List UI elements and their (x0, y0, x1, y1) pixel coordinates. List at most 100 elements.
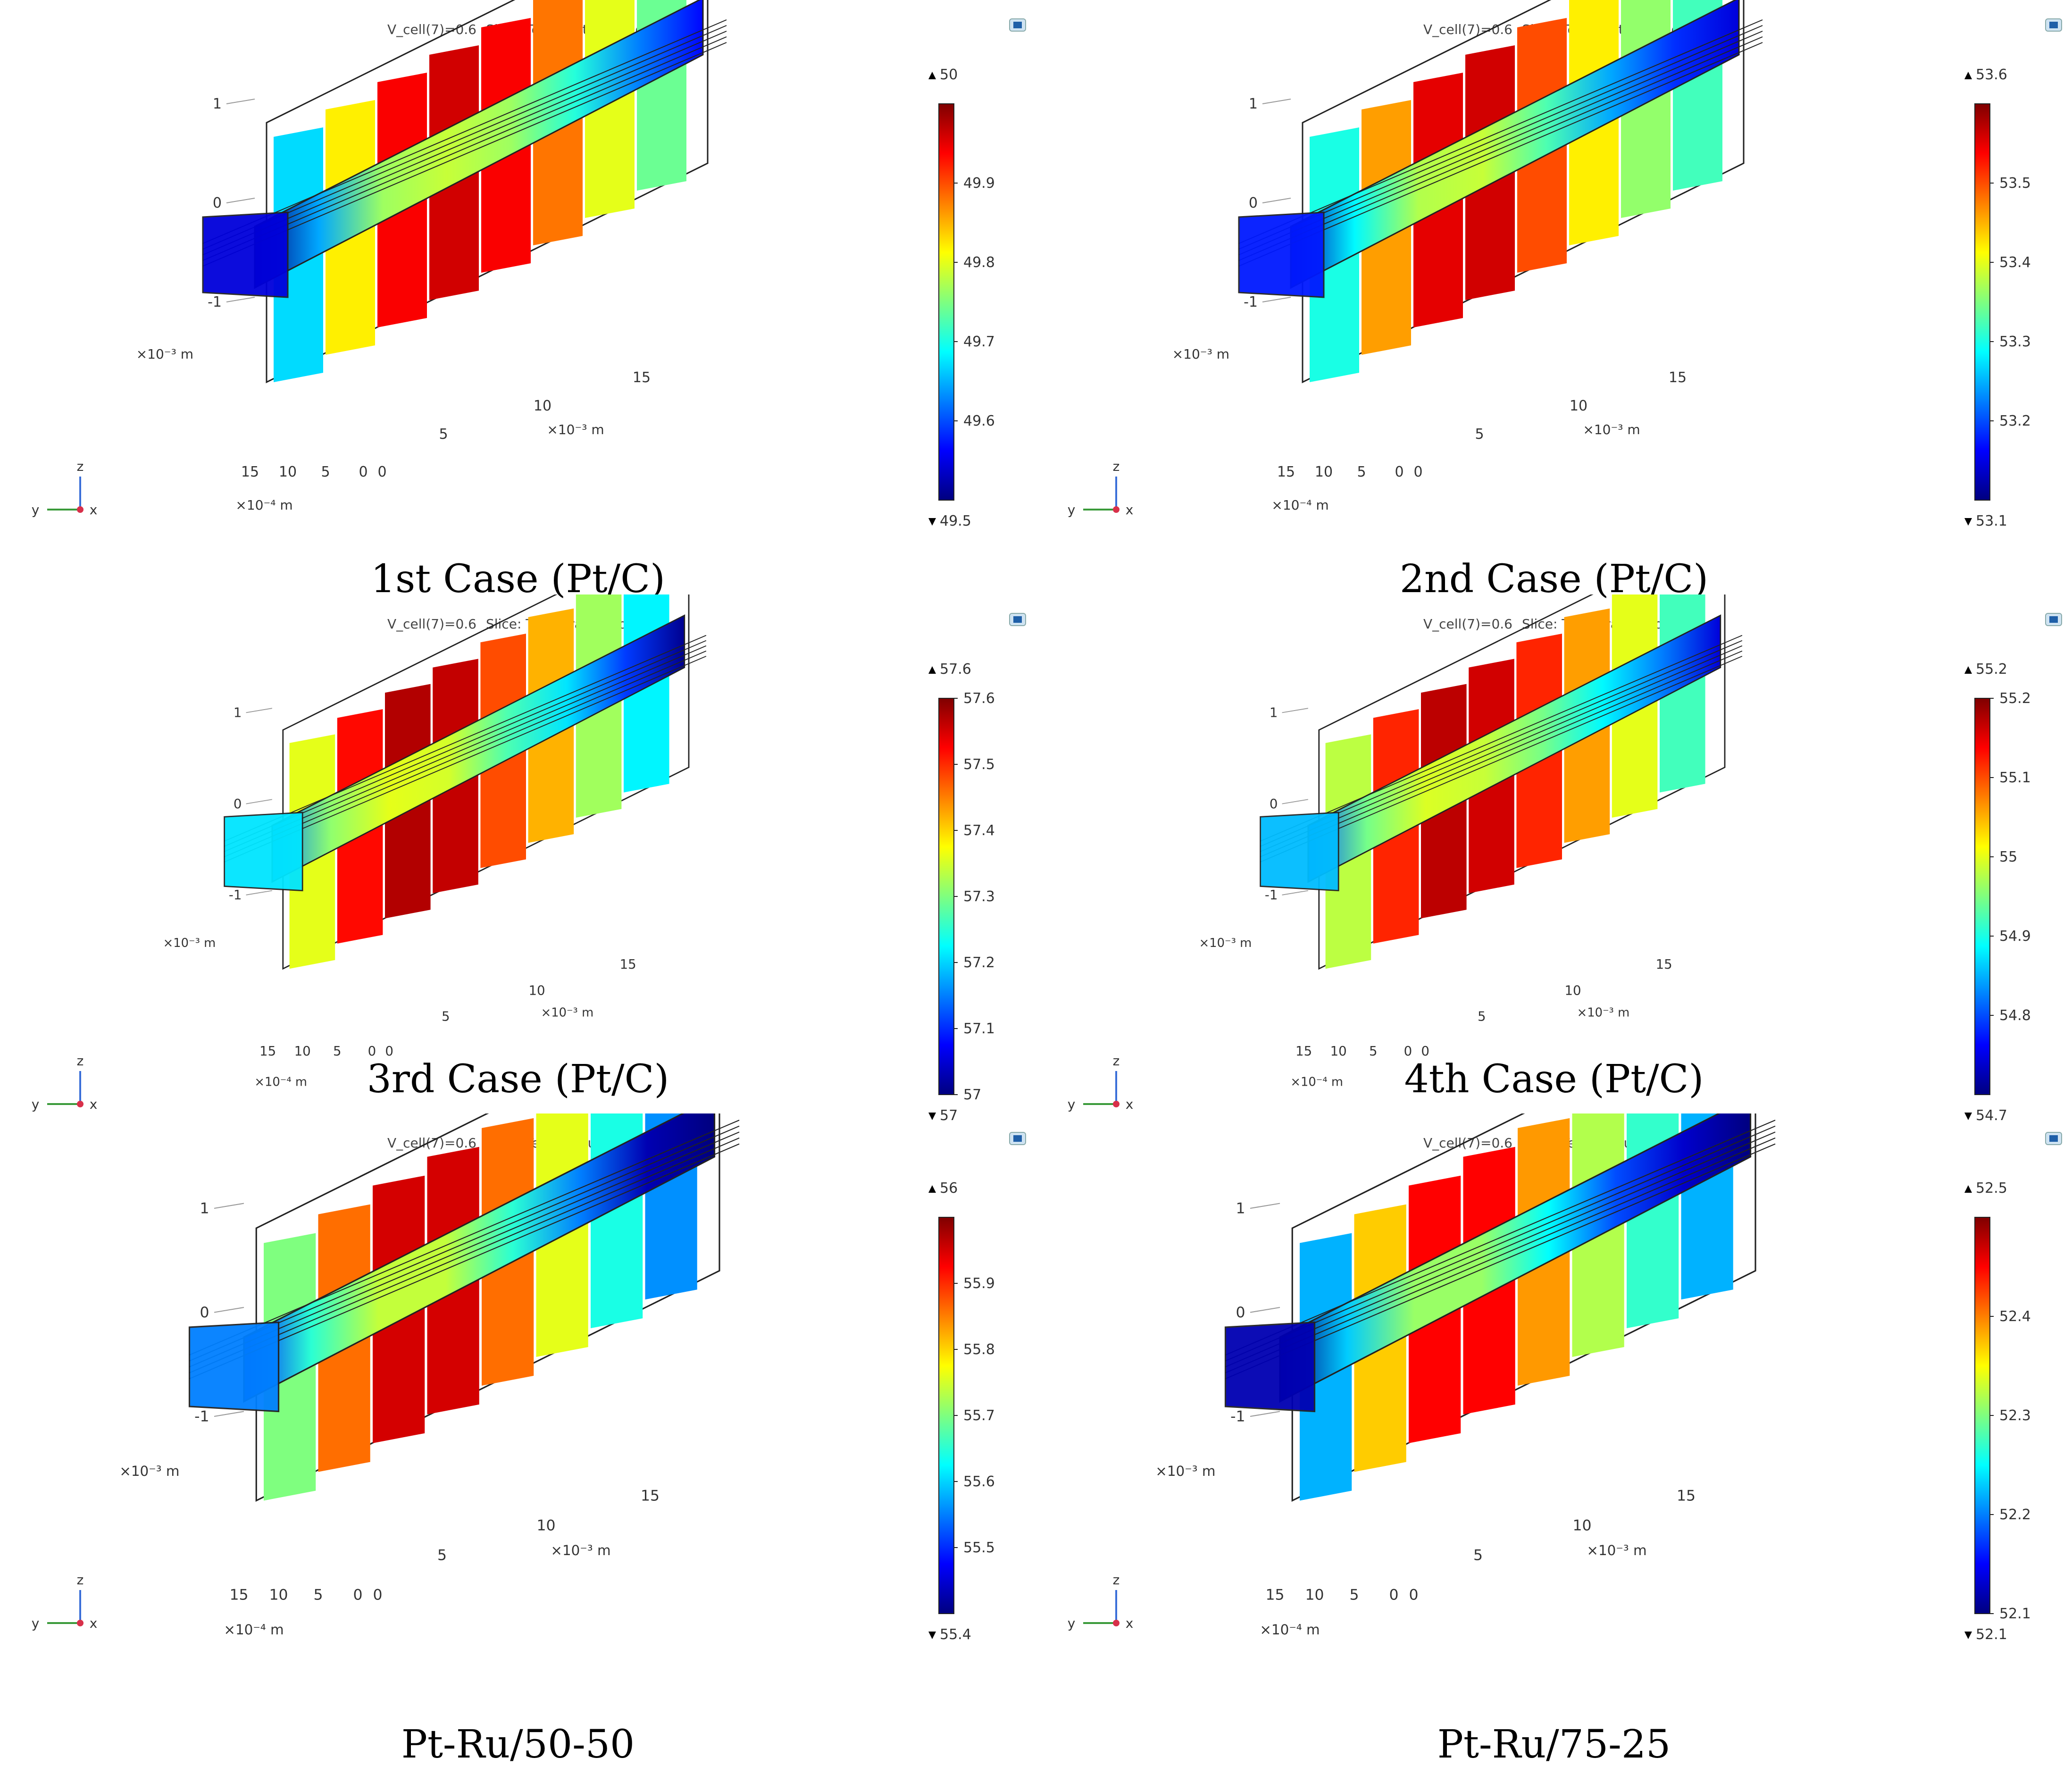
y-axis-label: ×10⁻⁴ m (1260, 1622, 1320, 1638)
z-tick-label: 1 (200, 1200, 209, 1217)
triad-y-label: y (32, 502, 40, 518)
max-arrow-icon (1964, 666, 1972, 674)
colorbar-tick-label: 49.6 (963, 413, 995, 429)
window-icon[interactable] (2045, 1132, 2062, 1145)
z-tick-label: -1 (1244, 294, 1258, 310)
colorbar-tick-label: 55.1 (1999, 770, 2031, 786)
y-tick-label: 0 (359, 464, 368, 480)
plot-title-value: V_cell(7)=0.6 (1423, 22, 1512, 37)
y-axis-label: ×10⁻⁴ m (254, 1075, 307, 1089)
triad-y-label: y (1068, 1097, 1076, 1112)
colorbar: 55.2 54.7 55.2 55.1 55 54.9 54.8 (1964, 661, 2031, 1124)
window-icon[interactable] (1009, 18, 1026, 32)
colorbar-min-label: 53.1 (1976, 513, 2007, 529)
colorbar-tick-label: 57 (963, 1087, 981, 1103)
triad-z-label: z (1113, 1053, 1120, 1069)
x-tick-label: 15 (641, 1488, 660, 1505)
y-tick-label: 15 (1295, 1043, 1312, 1059)
colorbar-tick-label: 55.7 (963, 1407, 995, 1424)
panel-caption-text: Pt-Ru/75-25 (1437, 1722, 1671, 1767)
colorbar: 56 55.4 55.9 55.8 55.7 55.6 55.5 (928, 1180, 995, 1643)
triad-y-label: y (32, 1097, 40, 1112)
window-icon[interactable] (1009, 613, 1026, 626)
colorbar-max-label: 50 (940, 67, 958, 83)
max-arrow-icon (928, 666, 936, 674)
y-tick-label: 10 (1330, 1043, 1347, 1059)
window-icon[interactable] (1009, 1132, 1026, 1145)
z-tick-label: -1 (1230, 1408, 1245, 1425)
y-tick-label: 0 (1413, 464, 1422, 480)
colorbar-tick-label: 53.5 (1999, 175, 2031, 192)
triad-y-label: y (1068, 502, 1076, 518)
max-arrow-icon (928, 72, 936, 79)
colorbar-tick-label: 49.9 (963, 175, 995, 192)
front-inlet-slice (224, 812, 303, 892)
x-axis-label: ×10⁻³ m (541, 1005, 594, 1020)
y-axis-label: ×10⁻⁴ m (1290, 1075, 1343, 1089)
colorbar-tick-label: 55 (1999, 849, 2017, 865)
colorbar-tick-label: 53.3 (1999, 334, 2031, 350)
x-tick-label: 15 (633, 369, 651, 386)
axis-triad: z y x (32, 459, 98, 518)
min-arrow-icon (1964, 518, 1972, 526)
colorbar-tick-label: 53.2 (1999, 413, 2031, 429)
colorbar-max-label: 55.2 (1976, 661, 2007, 678)
y-tick-label: 0 (1389, 1587, 1398, 1604)
x-axis-label: ×10⁻³ m (1577, 1005, 1630, 1020)
y-tick-label: 0 (1421, 1043, 1429, 1059)
colorbar-tick-label: 52.4 (1999, 1308, 2031, 1325)
z-tick-label: 1 (1249, 96, 1258, 112)
x-axis-label: ×10⁻³ m (1583, 422, 1640, 437)
y-tick-label: 15 (229, 1587, 248, 1604)
window-icon[interactable] (2045, 18, 2062, 32)
colorbar-min-label: 57 (940, 1107, 958, 1124)
y-tick-label: 15 (241, 464, 259, 480)
triad-x-label: x (1126, 1097, 1134, 1112)
colorbar-min-label: 49.5 (940, 513, 971, 529)
colorbar-tick-label: 57.5 (963, 756, 995, 773)
z-axis-label: ×10⁻³ m (136, 346, 193, 362)
colorbar-max-label: 53.6 (1976, 67, 2007, 83)
z-axis-label: ×10⁻³ m (163, 936, 216, 950)
z-tick-label: 0 (1249, 195, 1258, 211)
triad-z-label: z (1113, 1572, 1120, 1588)
z-tick-label: -1 (208, 294, 222, 310)
colorbar-tick-label: 52.1 (1999, 1606, 2031, 1622)
colorbar-tick-label: 49.7 (963, 334, 995, 350)
x-axis-label: ×10⁻³ m (547, 422, 604, 437)
panel-caption-text: Pt-Ru/50-50 (401, 1722, 635, 1767)
y-tick-label: 5 (1349, 1587, 1359, 1604)
triad-y-label: y (1068, 1616, 1076, 1631)
z-axis-label: ×10⁻³ m (1172, 346, 1229, 362)
triad-z-label: z (77, 1572, 84, 1588)
triad-z-label: z (1113, 459, 1120, 474)
window-icon[interactable] (2045, 613, 2062, 626)
axis-triad: z y x (1068, 459, 1134, 518)
panel-caption-text: 4th Case (Pt/C) (1404, 1057, 1704, 1102)
z-tick-label: -1 (229, 887, 242, 903)
y-tick-label: 0 (385, 1043, 393, 1059)
z-axis-label: ×10⁻³ m (1155, 1463, 1215, 1479)
triad-x-label: x (90, 1097, 98, 1112)
front-inlet-slice (1224, 1321, 1316, 1413)
y-tick-label: 10 (269, 1587, 288, 1604)
colorbar-tick-label: 55.8 (963, 1341, 995, 1358)
y-tick-label: 0 (353, 1587, 362, 1604)
z-tick-label: 0 (234, 796, 242, 812)
front-inlet-slice (202, 211, 289, 298)
z-axis-label: ×10⁻³ m (1199, 936, 1252, 950)
y-tick-label: 15 (1265, 1587, 1284, 1604)
z-tick-label: 0 (213, 195, 222, 211)
panel-caption: 4th Case (Pt/C) (1036, 1057, 2072, 1102)
z-tick-label: -1 (1265, 887, 1278, 903)
x-tick-label: 5 (437, 1547, 447, 1564)
colorbar-min-label: 52.1 (1976, 1626, 2007, 1643)
